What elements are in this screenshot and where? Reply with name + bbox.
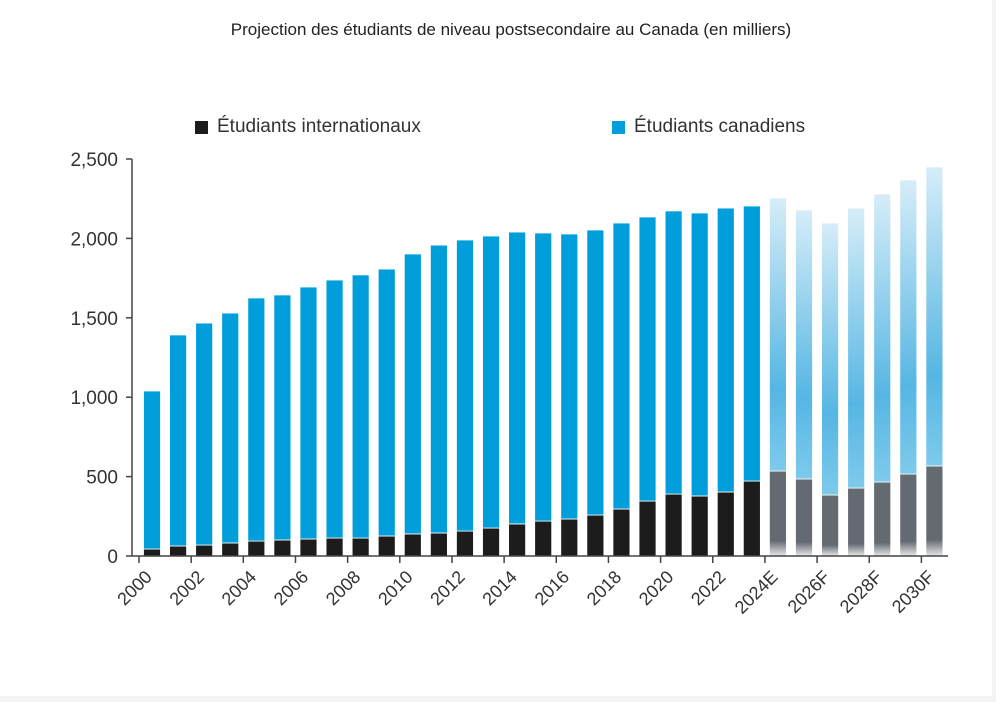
y-tick-label: 0 <box>107 547 118 568</box>
x-tick-label: 2010 <box>374 567 416 609</box>
bar-international-2022 <box>716 491 735 557</box>
bar-canadian-2000 <box>143 390 161 550</box>
bar-international-2024E <box>769 470 787 557</box>
bar-international-2009 <box>377 535 396 557</box>
bar-canadian-2010 <box>403 253 422 535</box>
bar-international-2004 <box>247 540 266 557</box>
legend-swatch-international <box>195 120 208 134</box>
legend-label-canadian: Étudiants canadiens <box>634 116 806 137</box>
bar-canadian-2005 <box>273 294 292 541</box>
bar-canadian-2027F <box>847 207 866 489</box>
legend-item-international: Étudiants internationaux <box>195 116 421 138</box>
bar-international-2002 <box>195 544 214 557</box>
bar-canadian-2029F <box>899 179 918 475</box>
bar-canadian-2026F <box>821 222 839 496</box>
bar-international-2023 <box>742 480 761 557</box>
bar-international-2005 <box>273 539 292 557</box>
bar-international-2000 <box>143 548 161 557</box>
bar-canadian-2028F <box>873 193 892 483</box>
bar-canadian-2007 <box>325 279 344 539</box>
bar-international-2019 <box>638 500 657 557</box>
bar-international-2030F <box>925 465 944 557</box>
bar-canadian-2014 <box>508 231 527 525</box>
x-tick-label: 2014 <box>478 567 520 609</box>
bar-canadian-2002 <box>195 322 214 546</box>
bar-canadian-2016 <box>560 233 579 520</box>
bar-canadian-2003 <box>221 312 240 544</box>
bar-canadian-2012 <box>456 239 474 532</box>
x-tick-label: 2018 <box>583 567 625 609</box>
bar-international-2025F <box>795 478 813 557</box>
bar-international-2027F <box>847 487 866 557</box>
bar-canadian-2018 <box>612 222 631 510</box>
bar-canadian-2021 <box>690 212 709 497</box>
y-tick-label: 2,000 <box>70 229 118 250</box>
x-tick-label: 2028F <box>836 567 886 617</box>
bar-international-2001 <box>169 545 187 557</box>
bar-canadian-2001 <box>169 334 187 547</box>
bar-international-2029F <box>899 473 918 557</box>
legend-item-canadian: Étudiants canadiens <box>612 116 805 138</box>
y-tick-label: 2,500 <box>70 150 118 171</box>
x-tick-label: 2002 <box>166 567 208 609</box>
bar-canadian-2025F <box>795 209 813 480</box>
x-tick-label: 2016 <box>531 567 573 609</box>
bar-international-2021 <box>690 495 709 557</box>
bar-canadian-2009 <box>377 268 396 537</box>
bar-international-2008 <box>351 537 370 557</box>
bar-international-2018 <box>612 508 631 557</box>
x-tick-label: 2026F <box>784 567 834 617</box>
chart-title: Projection des étudiants de niveau posts… <box>230 20 792 39</box>
bar-international-2007 <box>325 537 344 557</box>
bar-canadian-2019 <box>638 216 657 502</box>
y-tick-label: 1,500 <box>70 309 118 330</box>
x-tick-label: 2030F <box>888 567 938 617</box>
legend-label-international: Étudiants internationaux <box>217 116 421 137</box>
bar-international-2014 <box>508 523 527 557</box>
x-tick-label: 2006 <box>270 567 312 609</box>
x-tick-label: 2000 <box>113 567 155 609</box>
bar-canadian-2022 <box>716 207 735 493</box>
bar-canadian-2008 <box>351 274 370 539</box>
y-tick-label: 500 <box>86 468 118 489</box>
bar-international-2028F <box>873 481 892 557</box>
bar-canadian-2017 <box>586 229 605 516</box>
bar-canadian-2006 <box>299 286 318 540</box>
x-tick-label: 2022 <box>687 567 729 609</box>
bar-canadian-2023 <box>742 205 761 482</box>
x-tick-label: 2004 <box>218 567 260 609</box>
bar-international-2003 <box>221 542 240 557</box>
bar-canadian-2030F <box>925 166 944 467</box>
bar-international-2013 <box>482 527 500 557</box>
bar-canadian-2015 <box>534 232 553 522</box>
x-tick-label: 2012 <box>426 567 468 609</box>
x-tick-label: 2008 <box>322 567 364 609</box>
bar-international-2015 <box>534 520 553 557</box>
bar-international-2006 <box>299 538 318 557</box>
bar-international-2010 <box>403 533 422 557</box>
bar-canadian-2024E <box>769 197 787 472</box>
bar-canadian-2020 <box>664 210 683 495</box>
bar-international-2020 <box>664 493 683 557</box>
bar-international-2011 <box>429 532 448 557</box>
bar-international-2017 <box>586 514 605 557</box>
bar-canadian-2011 <box>429 244 448 534</box>
bar-international-2012 <box>456 530 474 557</box>
legend-swatch-canadian <box>612 120 625 134</box>
bar-international-2016 <box>560 518 579 557</box>
x-tick-label: 2024E <box>731 567 782 618</box>
y-tick-label: 1,000 <box>70 388 118 409</box>
x-tick-label: 2020 <box>635 567 677 609</box>
bar-international-2026F <box>821 494 839 557</box>
bar-canadian-2013 <box>482 235 500 529</box>
bar-canadian-2004 <box>247 297 266 542</box>
